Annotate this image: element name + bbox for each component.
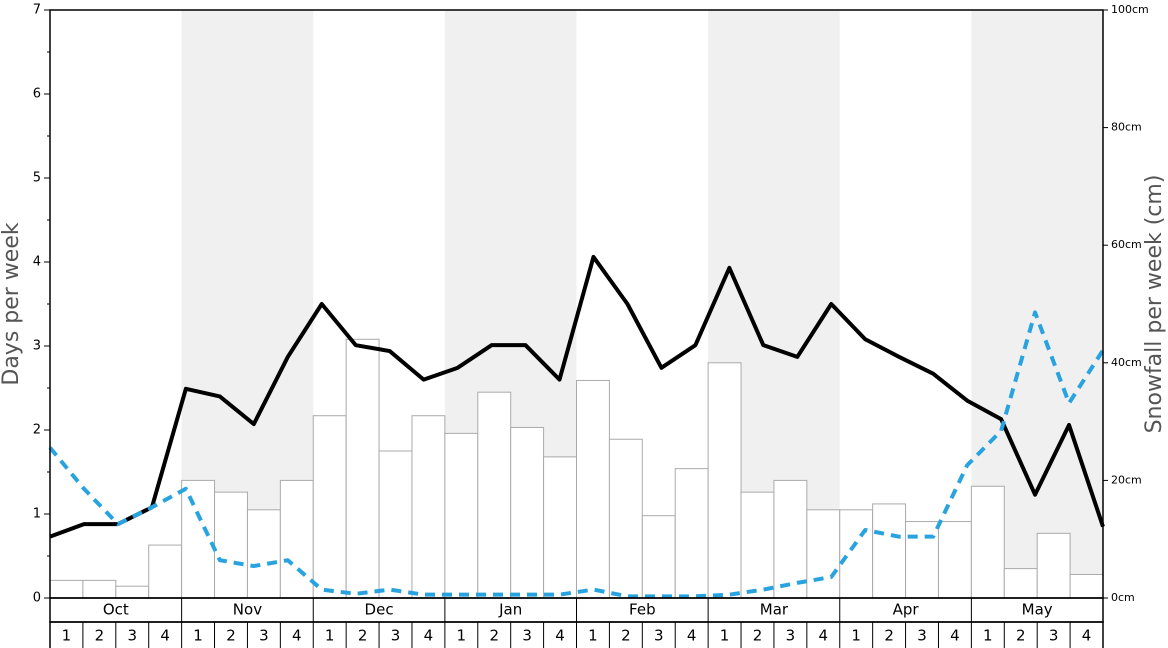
x-tick-label: 3 [522,627,532,645]
y-tick-label: 1 [33,507,41,522]
bar [148,544,183,599]
y-tick-label: 7 [33,3,41,18]
x-tick-label: 4 [424,627,434,645]
y-tick-label: 0 [33,591,41,606]
y-tick-label: 3 [33,339,41,354]
x-tick-label: 2 [621,627,631,645]
bar [740,491,775,599]
x-tick-label: 1 [851,627,861,645]
x-tick-label: 4 [819,627,829,645]
x-tick-label: 1 [325,627,335,645]
x-tick-label: 3 [259,627,269,645]
bar [1036,532,1071,599]
bar [345,338,380,599]
x-tick-label: 4 [292,627,302,645]
y-tick-label: 2 [33,423,41,438]
bar [510,426,545,599]
bar [872,503,907,599]
x-tick-label: 3 [127,627,137,645]
month-label: Jan [498,601,522,619]
x-tick-label: 1 [720,627,730,645]
x-tick-label: 2 [1016,627,1026,645]
bar [115,585,150,599]
month-label: Apr [893,601,920,619]
bar [1069,573,1104,599]
bar [444,432,479,599]
bar [970,485,1005,599]
y-tick-label: 6 [33,87,41,102]
month-label: May [1022,601,1053,619]
x-tick-label: 3 [917,627,927,645]
x-tick-label: 1 [62,627,72,645]
bar [181,479,216,599]
x-tick-label: 3 [1049,627,1059,645]
y-tick-label: 4 [33,255,41,270]
bar [279,479,314,599]
bar [246,509,281,599]
bar [674,468,709,599]
bar [49,579,84,599]
bar [214,491,248,599]
x-tick-label: 2 [358,627,368,645]
bar [576,379,610,599]
x-tick-label: 2 [489,627,499,645]
x-tick-label: 4 [687,627,697,645]
x-tick-label: 4 [950,627,960,645]
month-label: Oct [103,601,129,619]
bar [378,450,413,599]
y2-axis-title: Snowfall per week (cm) [1142,175,1167,434]
bar [82,579,117,599]
y2-tick-label: 40cm [1111,356,1142,369]
bar [641,515,676,599]
month-label: Dec [365,601,394,619]
y2-tick-label: 60cm [1111,238,1142,251]
bar [543,456,577,599]
x-tick-label: 3 [391,627,401,645]
x-tick-label: 2 [226,627,236,645]
bar [806,509,841,599]
bar [1003,568,1038,599]
y2-tick-label: 100cm [1111,3,1149,16]
x-tick-label: 4 [555,627,565,645]
y2-tick-label: 0cm [1111,591,1135,604]
y-axis-title: Days per week [0,222,24,385]
x-tick-label: 1 [588,627,598,645]
bar [477,391,512,599]
bar [839,509,874,599]
month-label: Nov [233,601,262,619]
x-tick-label: 4 [1082,627,1092,645]
x-tick-label: 3 [786,627,796,645]
line [48,310,1105,599]
month-label: Feb [629,601,656,619]
bar [411,415,446,599]
bar [905,521,939,599]
bar [773,479,808,599]
bar [608,438,643,599]
x-tick-label: 4 [160,627,170,645]
x-tick-label: 1 [193,627,203,645]
x-tick-label: 1 [983,627,993,645]
month-label: Mar [760,601,789,619]
x-tick-label: 2 [753,627,763,645]
x-tick-label: 2 [95,627,105,645]
x-tick-label: 2 [884,627,894,645]
bar [312,415,347,599]
x-tick-label: 3 [654,627,664,645]
bar [937,521,972,599]
y2-tick-label: 20cm [1111,473,1142,486]
y-tick-label: 5 [33,171,41,186]
line [49,254,1105,539]
bar [707,362,742,599]
y2-tick-label: 80cm [1111,121,1142,134]
x-tick-label: 1 [457,627,467,645]
